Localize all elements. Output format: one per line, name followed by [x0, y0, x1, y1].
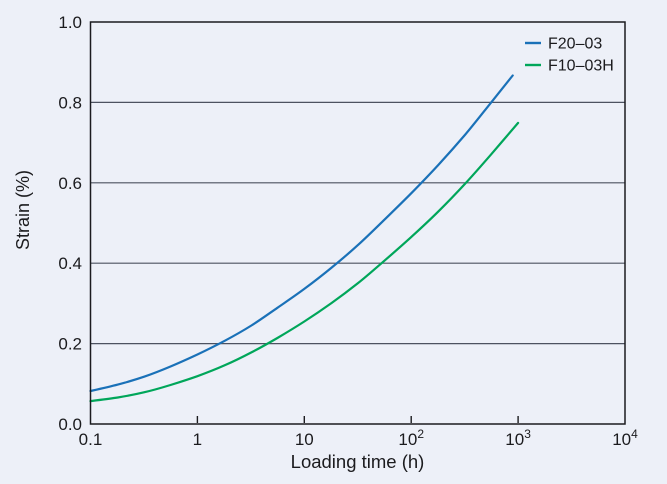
y-tick-label: 0.2: [58, 335, 82, 354]
series-lines: [89, 74, 520, 403]
series-line-f20-03: [89, 74, 514, 393]
x-tick-label: 0.1: [79, 430, 103, 449]
x-axis-title: Loading time (h): [291, 451, 425, 472]
y-tick-label: 1.0: [58, 13, 82, 32]
y-tick-label: 0.6: [58, 174, 82, 193]
plot-border: [89, 21, 626, 425]
legend-label: F10–03H: [548, 58, 614, 75]
gridlines: [90, 101, 625, 345]
x-tick-label-exponent: 3: [524, 427, 531, 441]
y-tick-label: 0.4: [58, 254, 82, 273]
y-axis-title: Strain (%): [13, 170, 33, 250]
series-line-f10-03h: [89, 121, 520, 403]
legend: F20–03 F10–03H: [525, 36, 614, 75]
legend-label: F20–03: [548, 36, 602, 53]
plot-border-group: [89, 21, 626, 425]
x-tick-label: 1: [193, 430, 202, 449]
y-axis-tick-labels: 0.0 0.2 0.4 0.6 0.8 1.0: [58, 13, 82, 434]
x-axis-ticks: [196, 416, 519, 423]
x-tick-label-exponent: 2: [417, 427, 424, 441]
y-tick-label: 0.8: [58, 93, 82, 112]
legend-item: F20–03: [525, 36, 602, 53]
legend-item: F10–03H: [525, 58, 614, 75]
y-tick-label: 0.0: [58, 415, 82, 434]
x-tick-label-exponent: 4: [631, 427, 638, 441]
x-tick-label: 10: [295, 430, 314, 449]
